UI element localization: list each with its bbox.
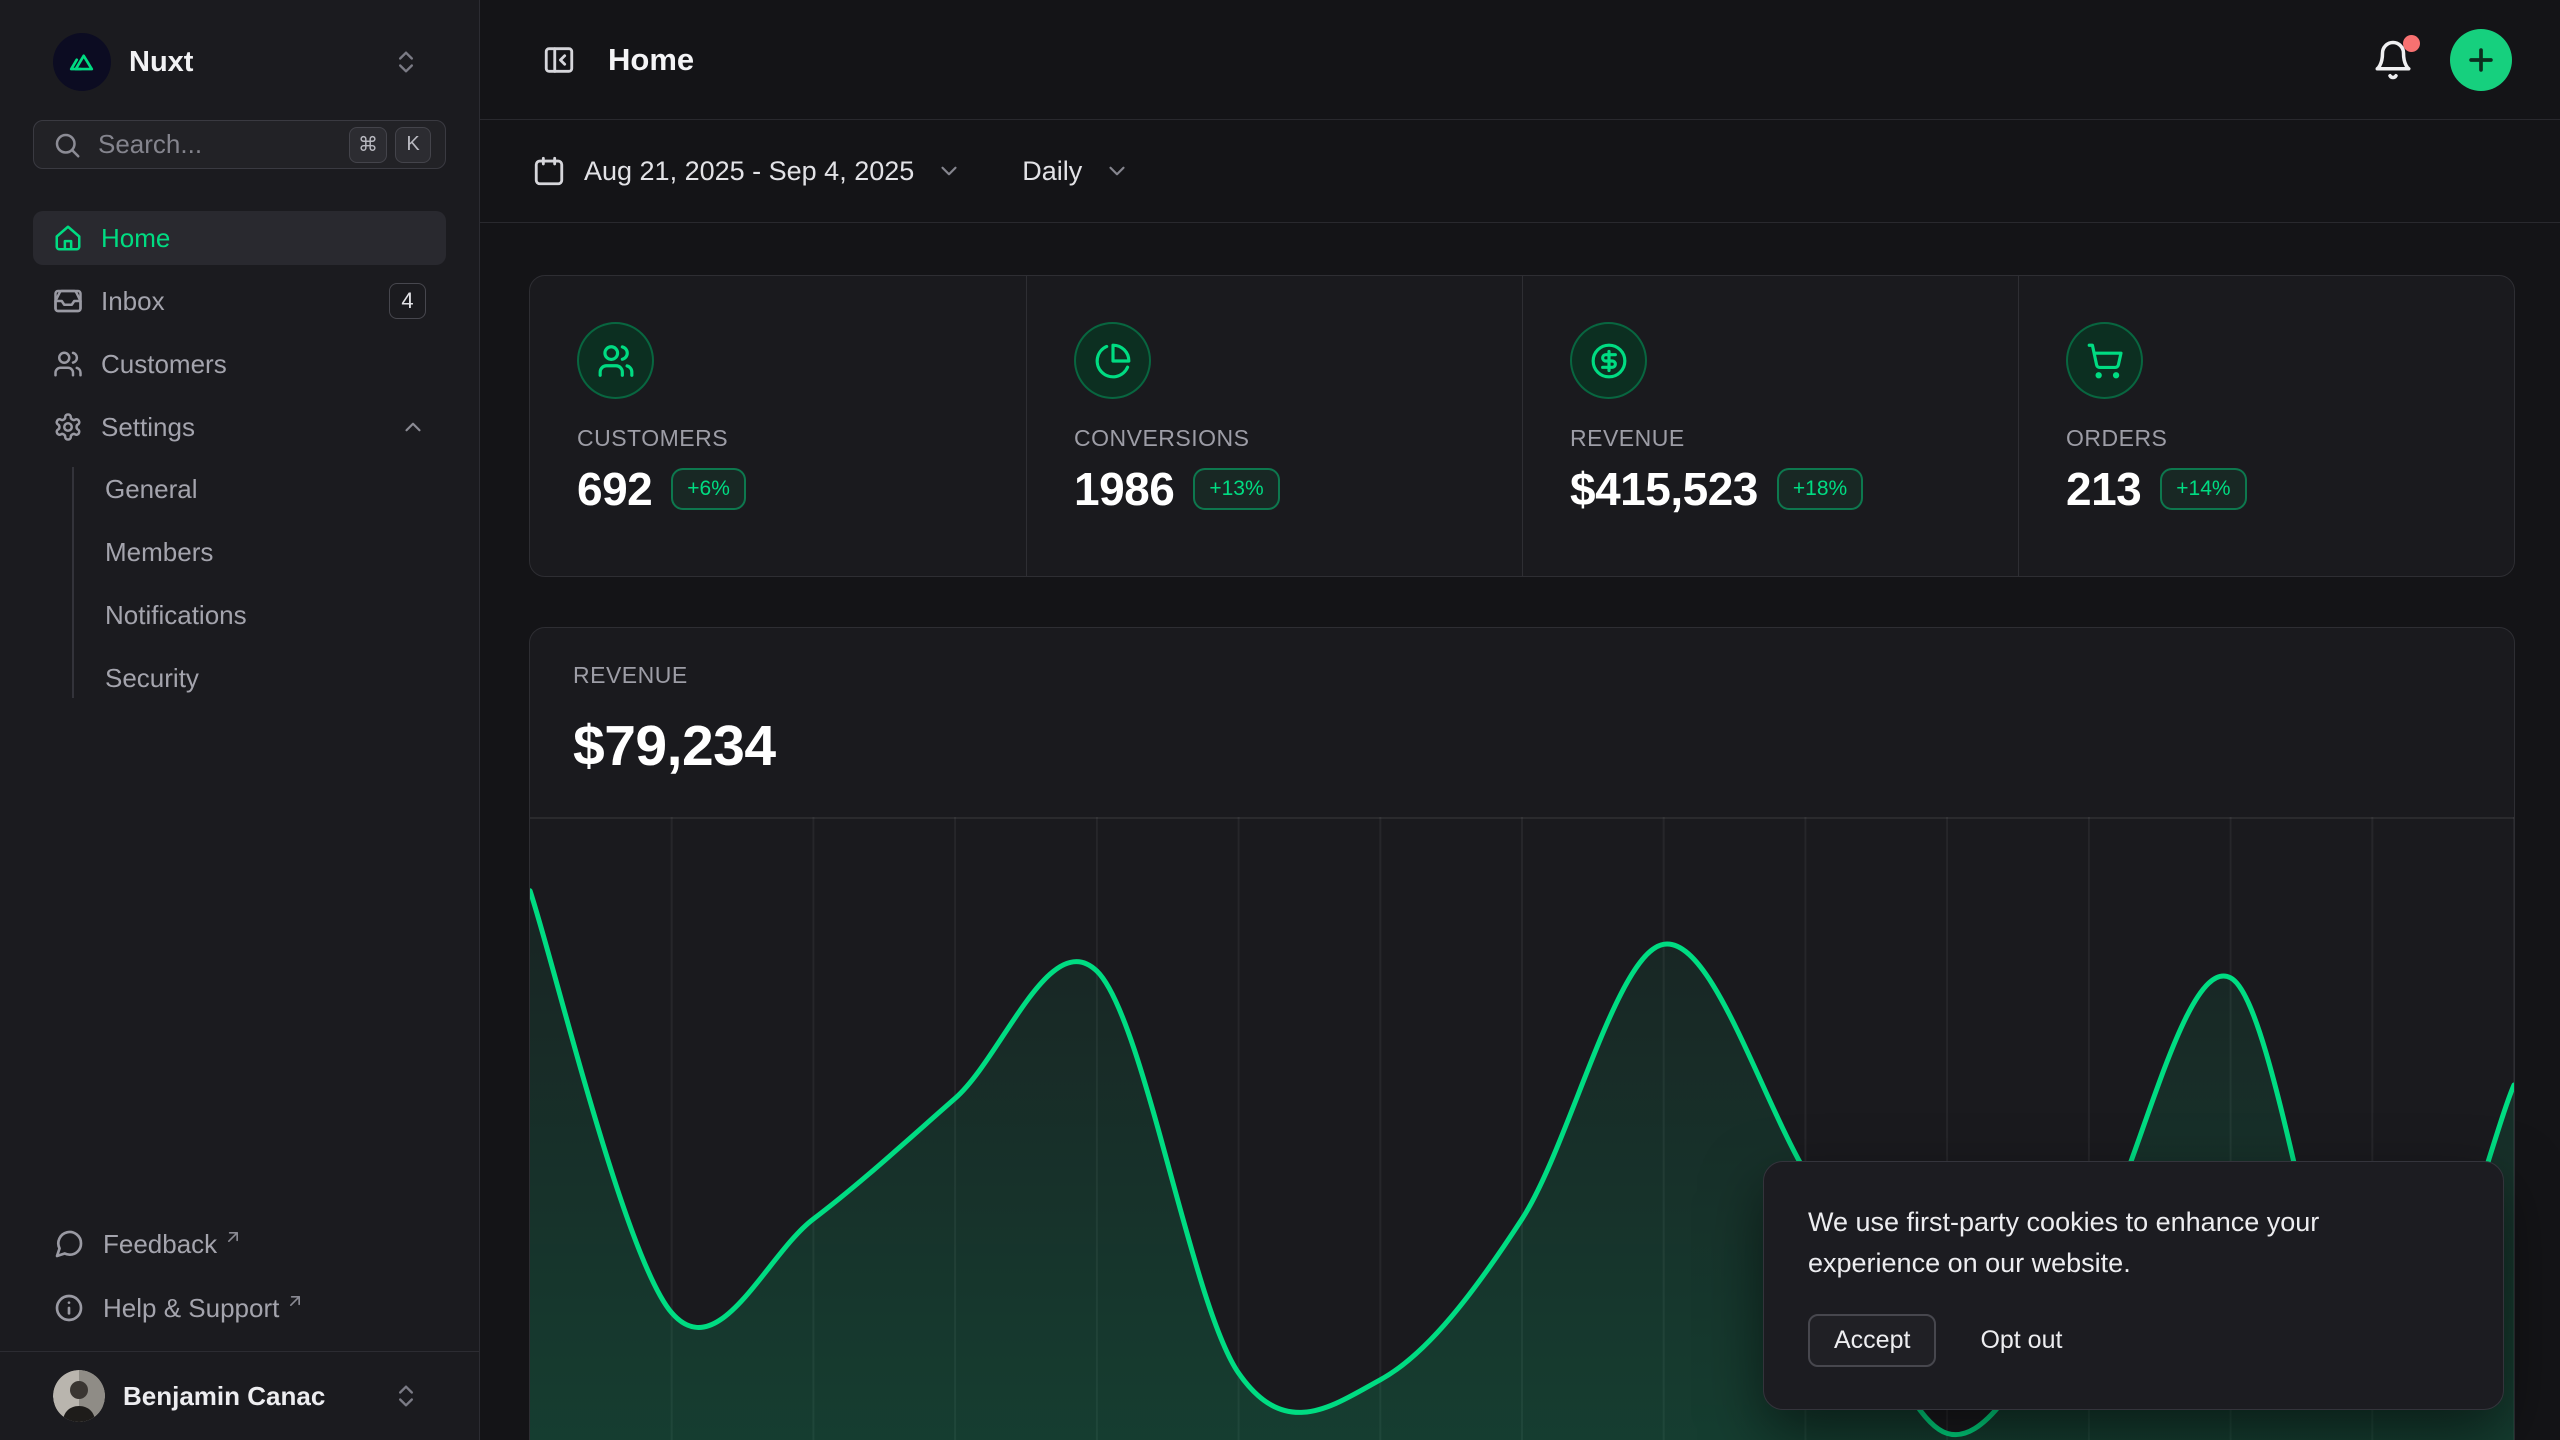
sidebar-item-customers[interactable]: Customers <box>33 337 446 391</box>
topbar: Home <box>480 0 2560 120</box>
feedback-label: Feedback <box>103 1228 218 1259</box>
sidebar-item-notifications[interactable]: Notifications <box>105 599 247 630</box>
shopping-cart-icon <box>2066 322 2143 399</box>
sidebar-item-label: Home <box>101 222 171 253</box>
stat-value: 213 <box>2066 463 2142 515</box>
search-icon <box>52 130 82 160</box>
stat-revenue[interactable]: REVENUE $415,523 +18% <box>1522 276 2018 576</box>
date-range-picker[interactable]: Aug 21, 2025 - Sep 4, 2025 <box>532 154 962 188</box>
external-link-icon <box>285 1291 305 1311</box>
sidebar-item-home[interactable]: Home <box>33 211 446 265</box>
granularity-select[interactable]: Daily <box>1022 156 1130 187</box>
stat-label: CONVERSIONS <box>1074 425 1250 451</box>
sidebar: Nuxt Search... ⌘ K <box>0 0 480 1440</box>
stat-delta-badge: +18% <box>1776 468 1864 510</box>
notification-dot <box>2403 34 2420 52</box>
help-support-link[interactable]: Help & Support <box>33 1283 446 1333</box>
sidebar-item-label: Settings <box>101 411 195 442</box>
help-support-label: Help & Support <box>103 1292 280 1323</box>
calendar-icon <box>532 154 566 188</box>
stat-delta-badge: +6% <box>671 468 746 510</box>
settings-subnav: General Members Notifications Security <box>33 463 446 704</box>
topbar-actions <box>2362 28 2512 91</box>
chart-area <box>530 890 2514 1440</box>
stat-delta-badge: +13% <box>1193 468 1280 510</box>
cookie-banner: We use first-party cookies to enhance yo… <box>1763 1161 2504 1410</box>
gear-icon <box>53 412 83 442</box>
granularity-label: Daily <box>1022 155 1083 186</box>
sidebar-item-settings[interactable]: Settings <box>33 400 446 454</box>
external-link-icon <box>223 1227 243 1247</box>
stat-label: CUSTOMERS <box>577 425 729 451</box>
stat-value: 692 <box>577 463 653 515</box>
chart-total: $79,234 <box>573 714 776 778</box>
chevron-up-icon <box>400 414 426 440</box>
circle-dollar-icon <box>1570 322 1647 399</box>
chart-title: REVENUE <box>573 662 688 688</box>
sidebar-item-label: Customers <box>101 348 227 379</box>
user-menu[interactable]: Benjamin Canac <box>33 1368 446 1424</box>
nuxt-logo-icon <box>53 33 111 91</box>
stat-label: REVENUE <box>1570 425 1685 451</box>
sidebar-item-inbox[interactable]: Inbox 4 <box>33 274 446 328</box>
kbd-cmd: ⌘ <box>349 126 387 163</box>
users-icon <box>53 349 83 379</box>
stat-value: 1986 <box>1074 463 1175 515</box>
inbox-icon <box>53 286 83 316</box>
stat-value: $415,523 <box>1570 463 1758 515</box>
chart-line <box>530 888 2514 1438</box>
info-icon <box>53 1292 85 1324</box>
opt-out-button[interactable]: Opt out <box>1980 1326 2063 1354</box>
user-name: Benjamin Canac <box>123 1380 326 1411</box>
users-icon <box>577 322 654 399</box>
stat-orders[interactable]: ORDERS 213 +14% <box>2018 276 2514 576</box>
sidebar-item-label: Inbox <box>101 285 165 316</box>
avatar <box>53 1370 105 1422</box>
chevron-down-icon <box>936 158 962 184</box>
sidebar-item-security[interactable]: Security <box>105 662 199 693</box>
cookie-message: We use first-party cookies to enhance yo… <box>1808 1207 2320 1278</box>
stat-customers[interactable]: CUSTOMERS 692 +6% <box>530 276 1026 576</box>
workspace-selector-icon[interactable] <box>392 48 420 76</box>
user-selector-icon[interactable] <box>392 1382 420 1410</box>
search-placeholder: Search... <box>98 129 203 159</box>
stats-card: CUSTOMERS 692 +6% CONVERSIONS 1986 <box>529 275 2515 577</box>
chevron-down-icon <box>1104 158 1130 184</box>
stat-delta-badge: +14% <box>2160 468 2247 510</box>
notifications-button[interactable] <box>2362 29 2424 91</box>
sidebar-footer: Feedback Help & Support <box>0 1219 479 1440</box>
stat-conversions[interactable]: CONVERSIONS 1986 +13% <box>1026 276 1522 576</box>
sidebar-divider <box>0 1351 479 1352</box>
brand-name: Nuxt <box>129 45 194 78</box>
stat-label: ORDERS <box>2066 425 2168 451</box>
inbox-count-badge: 4 <box>389 283 426 319</box>
chart-header: REVENUE $79,234 <box>530 628 2514 779</box>
sidebar-item-general[interactable]: General <box>105 473 198 504</box>
home-icon <box>53 223 83 253</box>
sidebar-nav: Home Inbox 4 <box>33 211 446 715</box>
workspace-switcher[interactable]: Nuxt <box>33 30 446 94</box>
page-title: Home <box>608 41 695 77</box>
sidebar-item-members[interactable]: Members <box>105 536 214 567</box>
accept-button[interactable]: Accept <box>1808 1314 1937 1367</box>
add-button[interactable] <box>2450 28 2512 91</box>
kbd-k: K <box>395 126 431 163</box>
feedback-link[interactable]: Feedback <box>33 1219 446 1269</box>
filter-toolbar: Aug 21, 2025 - Sep 4, 2025 Daily <box>480 120 2560 223</box>
chat-bubble-icon <box>53 1228 85 1260</box>
search-input[interactable]: Search... ⌘ K <box>33 120 446 169</box>
pie-chart-icon <box>1074 322 1151 399</box>
collapse-sidebar-button[interactable] <box>532 33 586 87</box>
date-range-label: Aug 21, 2025 - Sep 4, 2025 <box>584 155 915 186</box>
